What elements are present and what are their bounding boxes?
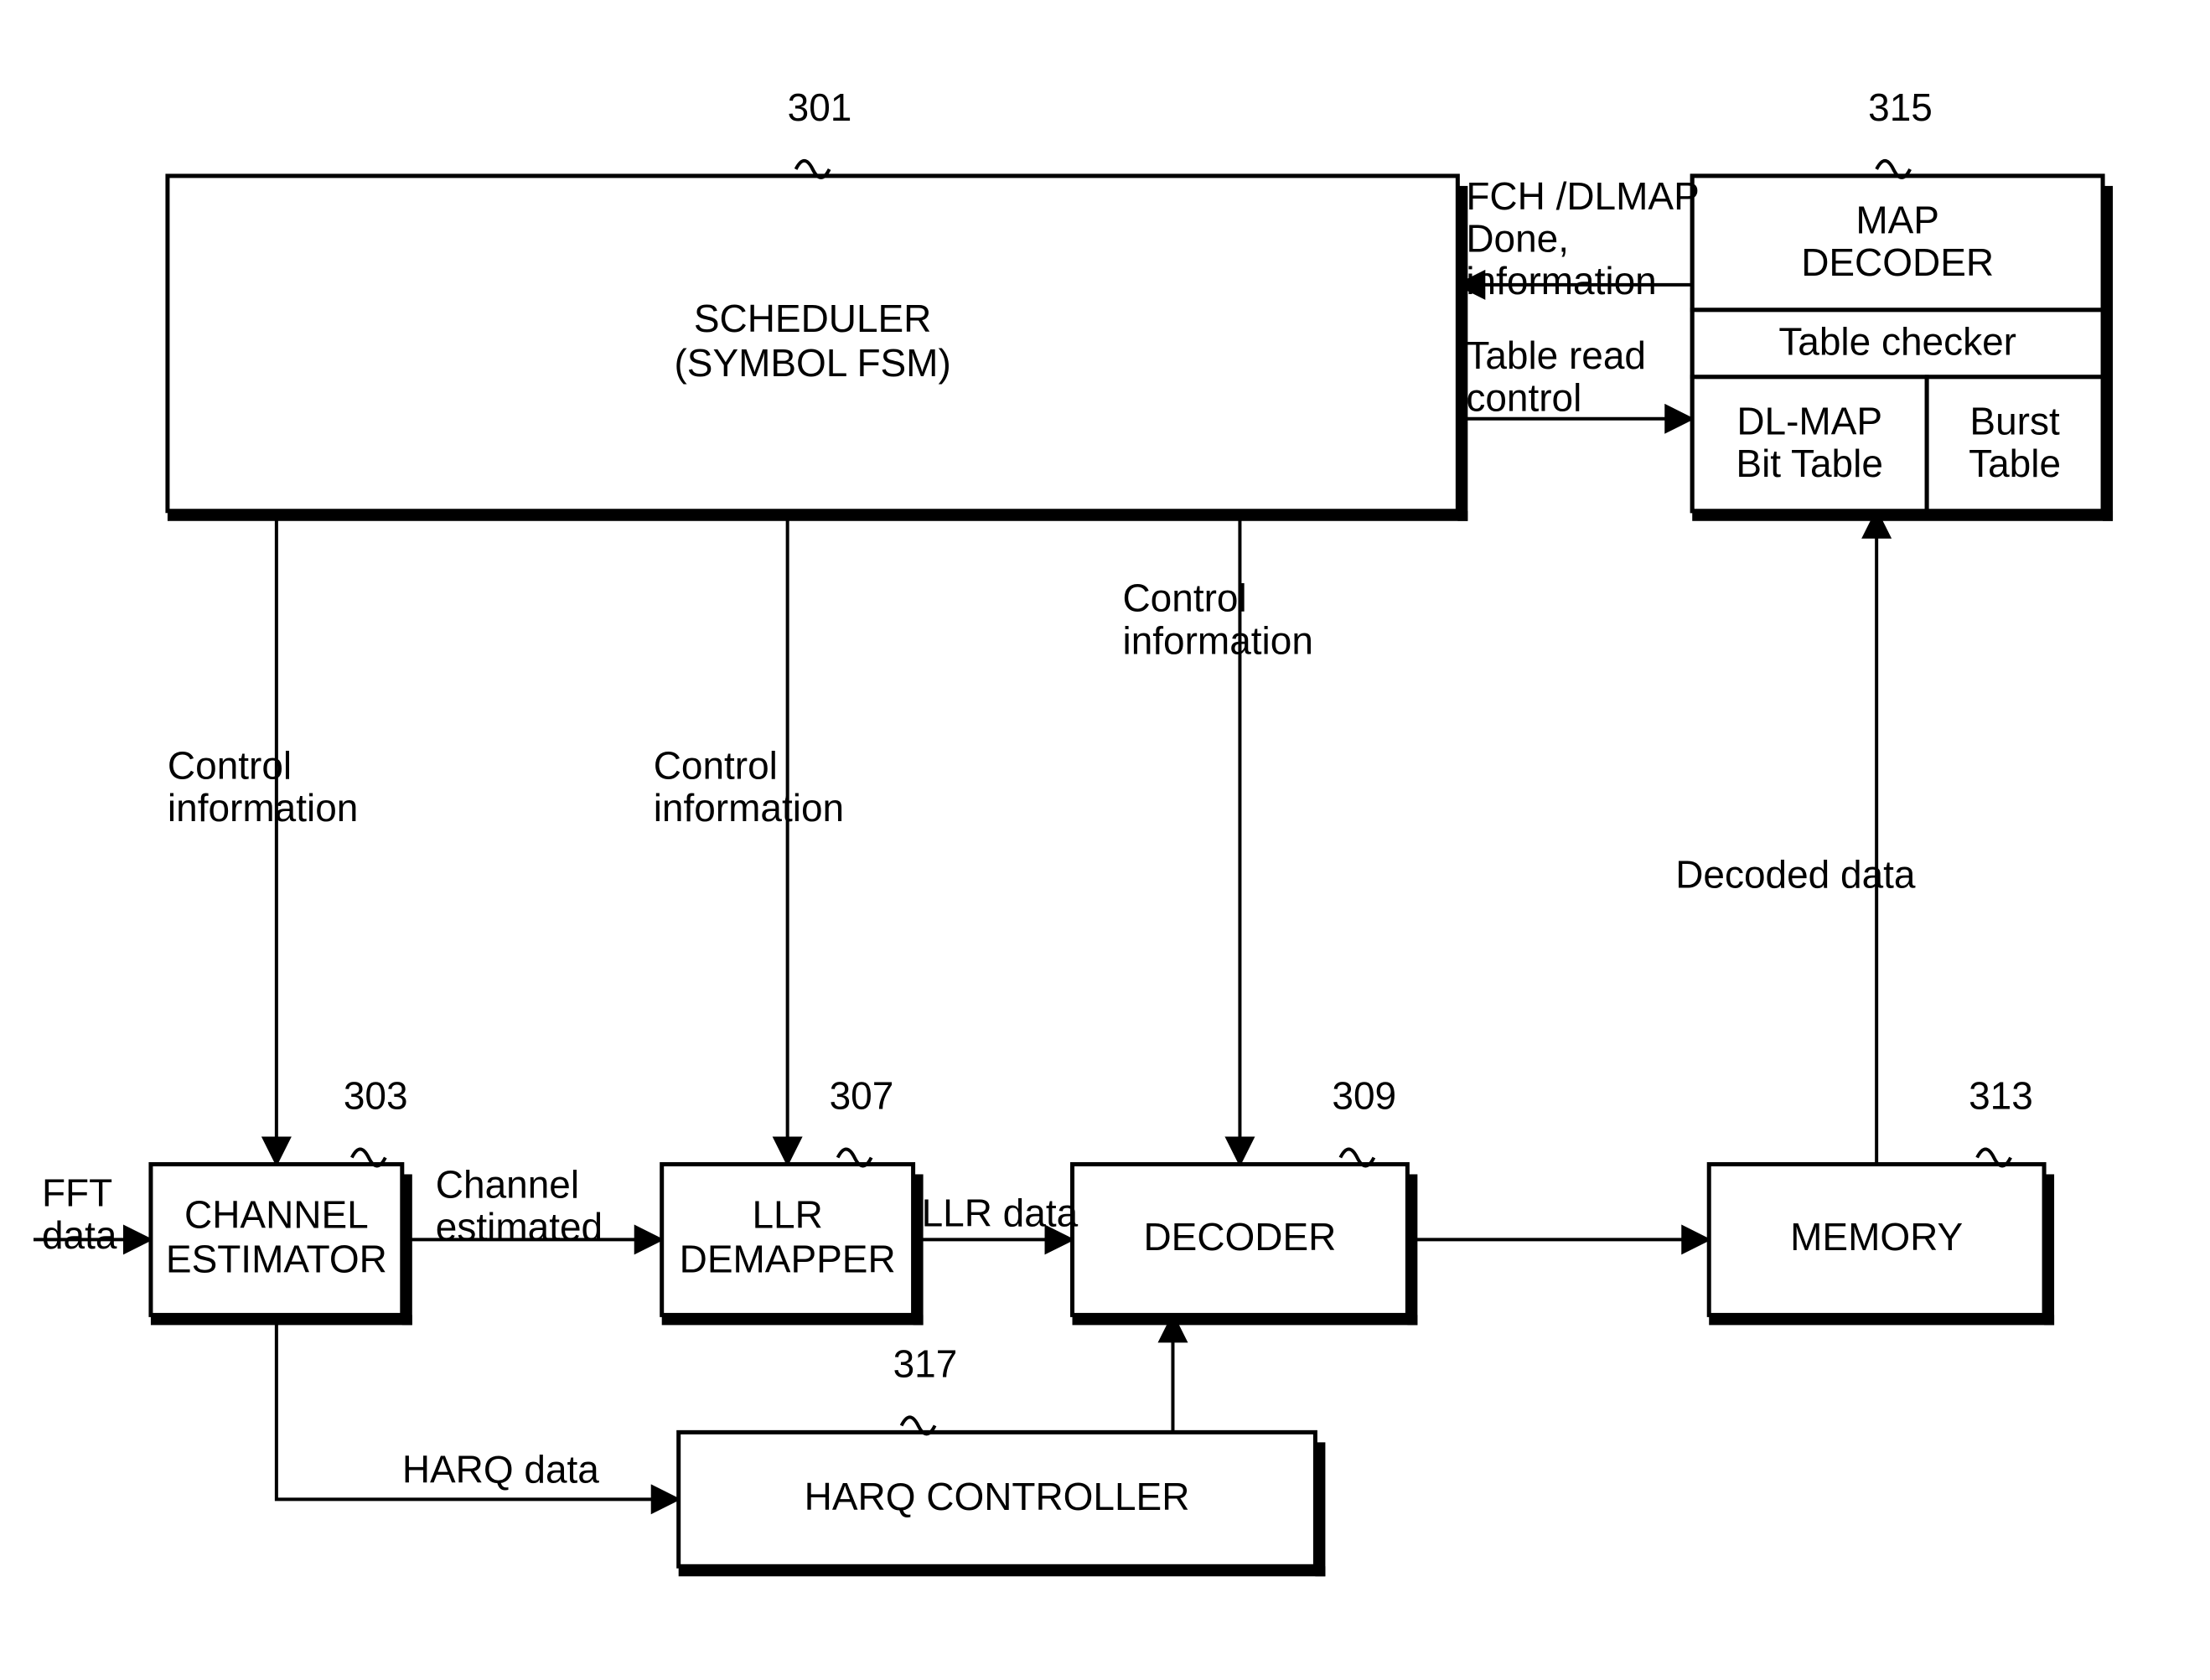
channel_estimator-label: CHANNELESTIMATOR <box>166 1193 387 1281</box>
dlmap-bit-table-label: DL-MAPBit Table <box>1736 399 1882 485</box>
harq_controller-label: HARQ CONTROLLER <box>805 1475 1190 1518</box>
ref-scheduler: 301 <box>788 85 852 129</box>
edge-sched-to-map-label: Table readcontrol <box>1466 333 1646 420</box>
ref-map_decoder_group: 315 <box>1868 85 1933 129</box>
scheduler-label: SCHEDULER(SYMBOL FSM) <box>674 297 950 385</box>
edge-mem-to-map-label: Decoded data <box>1675 853 1916 897</box>
memory-label: MEMORY <box>1790 1215 1963 1259</box>
ref-decoder: 309 <box>1332 1073 1396 1117</box>
ref-llr_demapper: 307 <box>830 1073 894 1117</box>
table-checker-label: Table checker <box>1778 320 2016 364</box>
diagram-canvas: SCHEDULER(SYMBOL FSM) CHANNELESTIMATOR LLR… <box>0 0 2210 1680</box>
ref-harq_controller: 317 <box>893 1341 958 1385</box>
edge-llr-to-dec-label: LLR data <box>922 1191 1079 1234</box>
ref-memory: 313 <box>1969 1073 2033 1117</box>
burst-table-label: BurstTable <box>1969 399 2061 485</box>
edge-sched-to-ch-label: Controlinformation <box>168 744 358 830</box>
edge-sched-to-dec-label: Controlinformation <box>1122 576 1312 663</box>
edge-ch-to-harq-label: HARQ data <box>402 1447 599 1491</box>
decoder-label: DECODER <box>1144 1215 1337 1259</box>
edge-ch-to-llr-label: Channelestimated <box>436 1162 603 1248</box>
ref-channel_estimator: 303 <box>344 1073 408 1117</box>
edge-fft-to-ch-label: FFTdata <box>42 1171 117 1257</box>
edge-sched-to-llr-label: Controlinformation <box>654 744 844 830</box>
